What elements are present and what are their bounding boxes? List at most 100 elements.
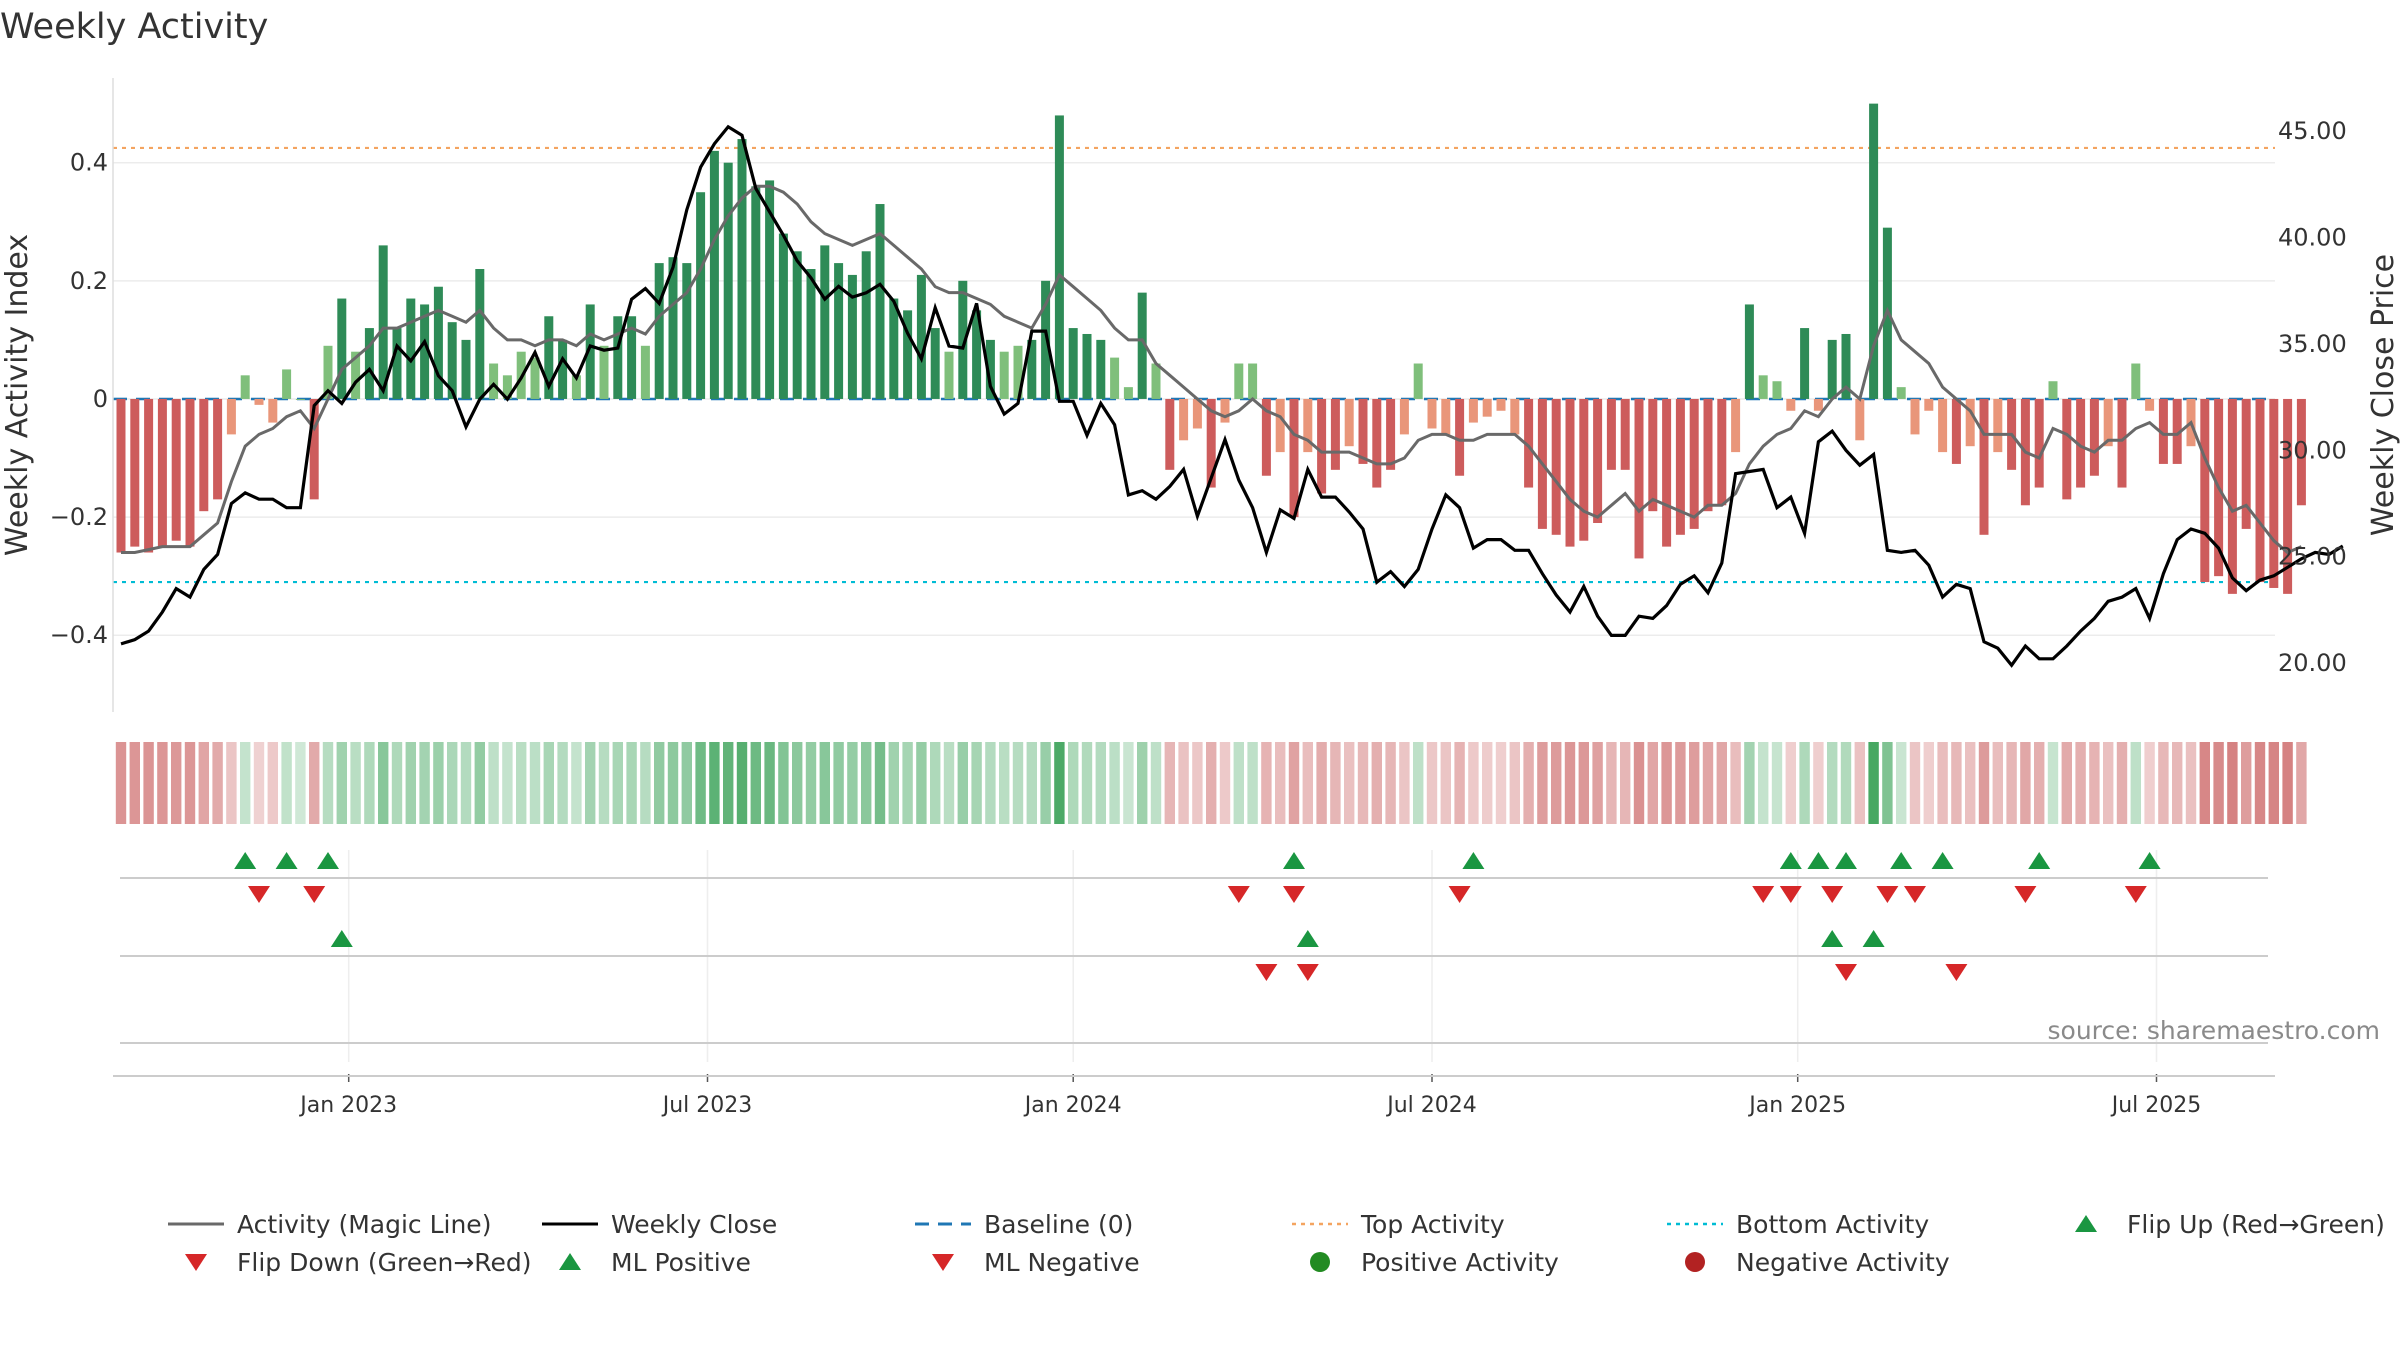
heat-strip-cell — [1937, 742, 1948, 824]
activity-bar — [2269, 398, 2279, 588]
activity-bar — [1082, 333, 1092, 399]
activity-bar — [682, 263, 692, 399]
heat-strip-cell — [516, 742, 527, 824]
heat-strip-cell — [184, 742, 196, 824]
activity-bar — [889, 298, 899, 399]
activity-bar — [834, 263, 844, 399]
activity-bar — [1165, 398, 1175, 470]
heat-strip-cell — [571, 742, 582, 824]
heat-strip-cell — [309, 742, 320, 824]
y-tick-label: −0.2 — [50, 503, 108, 531]
activity-bar — [489, 363, 499, 399]
activity-bar — [1206, 398, 1216, 488]
heat-strip-cell — [1150, 742, 1162, 824]
y-tick-label: 0.2 — [70, 267, 108, 295]
flip-down-marker — [2124, 886, 2147, 903]
activity-bar — [1096, 339, 1106, 399]
activity-bar — [1482, 398, 1492, 417]
heat-strip-cell — [474, 742, 485, 824]
activity-bar — [2200, 398, 2210, 583]
heat-strip-cell — [1523, 742, 1534, 824]
flip-up-marker — [1462, 852, 1485, 869]
flip-up-marker — [234, 852, 257, 869]
heat-strip-cell — [2158, 742, 2169, 824]
activity-bar — [406, 298, 416, 399]
legend-label: Flip Up (Red→Green) — [2127, 1210, 2385, 1239]
y2-tick-label: 45.00 — [2278, 117, 2347, 145]
flip-up-marker — [1931, 852, 1954, 869]
heat-strip-cell — [1951, 742, 1962, 824]
heat-strip-cell — [819, 742, 830, 824]
activity-bar — [1317, 398, 1327, 494]
ml-positive-marker — [1862, 930, 1885, 947]
heat-strip-cell — [2172, 742, 2183, 824]
activity-bar — [1786, 398, 1796, 411]
legend-label: ML Negative — [984, 1248, 1140, 1277]
activity-bar — [2089, 398, 2099, 476]
legend-swatch — [185, 1254, 207, 1271]
activity-bar — [2172, 398, 2182, 464]
heat-strip-cell — [1109, 742, 1120, 824]
y2-axis-label: Weekly Close Price — [2366, 254, 2400, 536]
activity-bar — [1896, 387, 1906, 399]
legend-swatch — [1310, 1252, 1330, 1272]
legend-label: Weekly Close — [611, 1210, 777, 1239]
heat-strip-cell — [198, 742, 209, 824]
activity-bar — [1579, 398, 1589, 541]
activity-bar — [999, 351, 1009, 399]
activity-bar — [1441, 398, 1451, 435]
ml-negative-marker — [1945, 964, 1968, 981]
heat-strip-cell — [336, 742, 347, 824]
x-tick-label: Jul 2024 — [1385, 1093, 1477, 1118]
weekly-close-series — [120, 124, 2344, 668]
heat-strip-cell — [2185, 742, 2197, 824]
heat-strip-cell — [1426, 742, 1438, 824]
activity-bar — [1041, 280, 1051, 399]
activity-bar — [268, 398, 278, 423]
heat-strip-cell — [1854, 742, 1865, 824]
heat-strip-cell — [640, 742, 651, 824]
activity-bar — [1330, 398, 1340, 470]
heat-strip-cell — [764, 742, 775, 824]
heat-strip-cell — [736, 742, 748, 824]
heat-strip-cell — [943, 742, 955, 824]
heat-strip-cell — [2116, 742, 2128, 824]
activity-bar — [585, 304, 595, 399]
activity-bar — [1151, 363, 1161, 399]
activity-bar — [1027, 339, 1037, 399]
flip-up-marker — [2028, 852, 2051, 869]
heat-strip-cell — [833, 742, 844, 824]
activity-bar — [1275, 398, 1285, 453]
heat-strip-cell — [447, 742, 458, 824]
y2-tick-label: 30.00 — [2278, 436, 2347, 464]
heat-strip-cell — [1730, 742, 1741, 824]
heat-strip-cell — [1689, 742, 1700, 824]
activity-bar — [903, 310, 913, 399]
activity-bar — [1054, 115, 1064, 399]
activity-bar — [1248, 363, 1258, 399]
flip-up-marker — [1807, 852, 1830, 869]
heat-strip-cell — [1592, 742, 1603, 824]
heat-strip-cell — [1882, 742, 1893, 824]
flip-up-marker — [1890, 852, 1913, 869]
heat-strip-cell — [1978, 742, 1990, 824]
heat-strip-cell — [212, 742, 223, 824]
activity-bar — [2117, 398, 2127, 488]
activity-bar — [2048, 381, 2058, 399]
heat-strip-cell — [240, 742, 251, 824]
heat-strip-cell — [750, 742, 761, 824]
heat-strip-cell — [2282, 742, 2293, 824]
heat-strip-cell — [1716, 742, 1727, 824]
heat-strip-cell — [226, 742, 237, 824]
heat-strip-cell — [2199, 742, 2210, 824]
flip-up-marker — [1835, 852, 1857, 869]
activity-bar — [654, 263, 664, 399]
activity-bar — [1800, 328, 1810, 399]
x-tick-label: Jul 2025 — [2110, 1093, 2202, 1118]
heat-strip-cell — [1771, 742, 1783, 824]
activity-bar — [2034, 398, 2044, 488]
heat-strip-cell — [585, 742, 596, 824]
heat-strip-cell — [2241, 742, 2252, 824]
activity-bar — [792, 251, 802, 399]
heat-strip-cell — [709, 742, 720, 824]
